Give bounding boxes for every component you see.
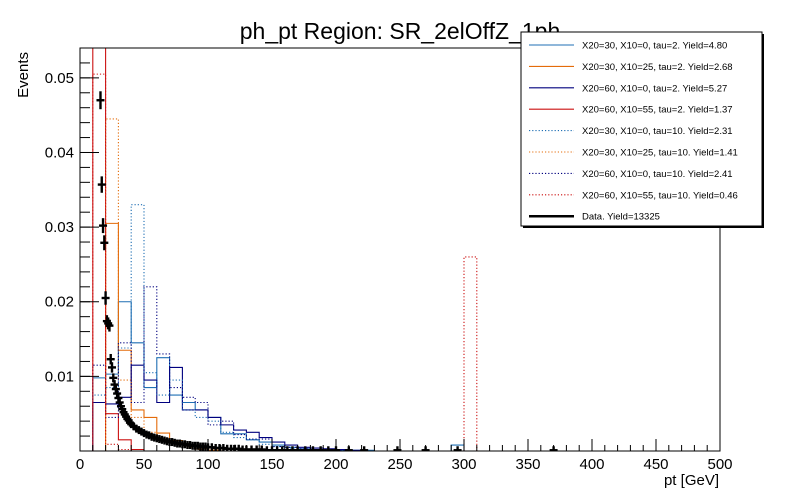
y-tick-label: 0.03 bbox=[45, 219, 74, 236]
svg-text:X20=30, X10=0, tau=2. Yield=4.: X20=30, X10=0, tau=2. Yield=4.80 bbox=[582, 41, 727, 52]
data-point bbox=[109, 373, 118, 383]
x-tick-label: 50 bbox=[136, 456, 153, 473]
y-tick-label: 0.01 bbox=[45, 368, 74, 385]
legend-entry-x20-60-x10-0-tau-10-yield-2-41: X20=60, X10=0, tau=10. Yield=2.41 bbox=[529, 169, 733, 180]
legend-entry-x20-30-x10-0-tau-2-yield-4-80: X20=30, X10=0, tau=2. Yield=4.80 bbox=[529, 41, 727, 52]
legend-entry-x20-60-x10-0-tau-2-yield-5-27: X20=60, X10=0, tau=2. Yield=5.27 bbox=[529, 83, 727, 94]
legend-entry-x20-60-x10-55-tau-2-yield-1-37: X20=60, X10=55, tau=2. Yield=1.37 bbox=[529, 105, 733, 116]
data-point bbox=[104, 317, 113, 330]
svg-text:X20=60, X10=0, tau=10. Yield=2: X20=60, X10=0, tau=10. Yield=2.41 bbox=[582, 169, 733, 180]
x-tick-label: 350 bbox=[515, 456, 540, 473]
svg-text:X20=60, X10=55, tau=10. Yield=: X20=60, X10=55, tau=10. Yield=0.46 bbox=[582, 190, 738, 201]
x-tick-label: 500 bbox=[707, 456, 732, 473]
x-tick-label: 450 bbox=[643, 456, 668, 473]
data-point bbox=[324, 446, 333, 451]
chart-title: ph_pt Region: SR_2elOffZ_1ph bbox=[240, 18, 561, 44]
axes: 0 50 100 150 200 250 300 350 400 450 500 0.01 0.02 0.… bbox=[45, 47, 733, 473]
legend-box bbox=[520, 31, 763, 227]
svg-text:Data. Yield=13325: Data. Yield=13325 bbox=[582, 212, 660, 223]
x-tick-label: 200 bbox=[323, 456, 348, 473]
histogram-x20-60-x10-55-tau-2-yield-1-37 bbox=[92, 48, 170, 451]
svg-text:X20=60, X10=55, tau=2. Yield=1: X20=60, X10=55, tau=2. Yield=1.37 bbox=[582, 105, 733, 116]
data-point bbox=[100, 235, 109, 251]
data-point bbox=[453, 446, 462, 451]
data-point bbox=[96, 91, 105, 110]
data-point bbox=[301, 446, 310, 451]
y-axis-label: Events bbox=[15, 52, 32, 98]
x-axis-label: pt [GeV] bbox=[664, 472, 719, 489]
data-point bbox=[97, 176, 106, 193]
x-tick-label: 250 bbox=[387, 456, 412, 473]
data-point bbox=[108, 362, 116, 373]
legend-entry-data-yield-13325: Data. Yield=13325 bbox=[529, 212, 660, 223]
y-tick-label: 0.04 bbox=[45, 144, 74, 161]
legend-entry-x20-30-x10-25-tau-2-yield-2-68: X20=30, X10=25, tau=2. Yield=2.68 bbox=[529, 62, 733, 73]
data-point bbox=[110, 380, 119, 390]
x-tick-label: 300 bbox=[451, 456, 476, 473]
svg-text:X20=60, X10=0, tau=2. Yield=5.: X20=60, X10=0, tau=2. Yield=5.27 bbox=[582, 83, 727, 94]
data-point bbox=[113, 389, 122, 399]
data-point bbox=[106, 353, 115, 365]
x-tick-label: 150 bbox=[259, 456, 284, 473]
plot-area bbox=[92, 48, 558, 451]
legend-entry-x20-30-x10-0-tau-10-yield-2-31: X20=30, X10=0, tau=10. Yield=2.31 bbox=[529, 126, 733, 137]
y-tick-label: 0.02 bbox=[45, 294, 74, 311]
x-tick-label: 100 bbox=[195, 456, 220, 473]
plot-clip-group bbox=[92, 48, 558, 451]
data-point bbox=[101, 291, 110, 305]
data-point bbox=[114, 394, 123, 403]
data-point bbox=[99, 218, 108, 234]
data-point bbox=[111, 384, 120, 394]
legend: X20=30, X10=0, tau=2. Yield=4.80 X20=30, … bbox=[520, 31, 764, 228]
data-point bbox=[105, 319, 114, 332]
svg-text:X20=30, X10=0, tau=10. Yield=2: X20=30, X10=0, tau=10. Yield=2.31 bbox=[582, 126, 733, 137]
legend-entry-x20-30-x10-25-tau-10-yield-1-41: X20=30, X10=25, tau=10. Yield=1.41 bbox=[529, 148, 738, 159]
svg-text:X20=30, X10=25, tau=2. Yield=2: X20=30, X10=25, tau=2. Yield=2.68 bbox=[582, 62, 733, 73]
x-tick-label: 0 bbox=[76, 456, 84, 473]
x-tick-label: 400 bbox=[579, 456, 604, 473]
y-tick-label: 0.05 bbox=[45, 70, 74, 87]
svg-text:X20=30, X10=25, tau=10. Yield=: X20=30, X10=25, tau=10. Yield=1.41 bbox=[582, 148, 738, 159]
legend-entry-x20-60-x10-55-tau-10-yield-0-46: X20=60, X10=55, tau=10. Yield=0.46 bbox=[529, 190, 738, 201]
